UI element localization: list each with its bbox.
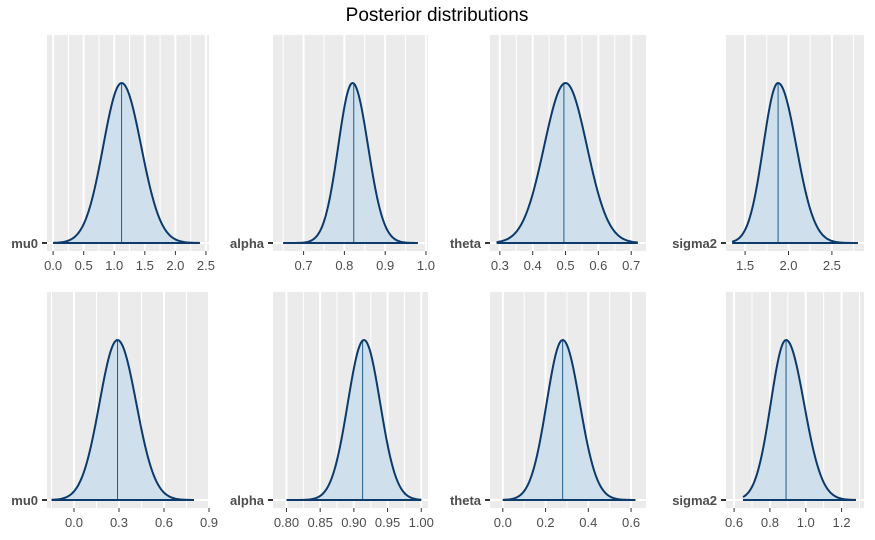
x-tick-label: 1.0 (417, 258, 435, 273)
x-tick-label: 0.4 (579, 515, 597, 530)
x-tick-label: 0.80 (274, 515, 299, 530)
y-axis-label-sigma2: sigma2 (672, 236, 717, 251)
panel-mu0-row1: mu0 0.0 0.5 1.0 1.5 2.0 2.5 (11, 35, 215, 273)
panel-alpha-row1: alpha 0.7 0.8 0.9 1.0 (230, 35, 435, 273)
x-tick-label: 0.6 (589, 258, 607, 273)
y-axis-label-theta: theta (450, 493, 482, 508)
x-tick-label: 0.85 (308, 515, 333, 530)
x-tick-label: 0.2 (537, 515, 555, 530)
density-area (743, 340, 856, 500)
x-tick-label: 2.5 (197, 258, 215, 273)
panel-sigma2-row1: sigma2 1.5 2.0 2.5 (672, 35, 864, 273)
y-axis-label-alpha: alpha (230, 493, 265, 508)
x-tick-label: 0.6 (155, 515, 173, 530)
x-tick-label: 0.95 (375, 515, 400, 530)
x-tick-label: 1.5 (136, 258, 154, 273)
panel-alpha-row2: alpha 0.80 0.85 0.90 0.95 1.00 (230, 292, 434, 530)
density-area (53, 83, 200, 243)
x-tick-label: 0.5 (556, 258, 574, 273)
density-curve (53, 81, 200, 244)
density-curve (496, 82, 638, 244)
density-area (283, 83, 418, 243)
x-tick-label: 1.5 (736, 258, 754, 273)
x-tick-label: 2.0 (166, 258, 184, 273)
x-tick-label: 0.3 (491, 258, 509, 273)
x-tick-label: 0.5 (75, 258, 93, 273)
x-tick-label: 2.5 (823, 258, 841, 273)
x-tick-label: 0.90 (341, 515, 366, 530)
x-tick-label: 1.0 (105, 258, 123, 273)
panel-mu0-row2: mu0 0.0 0.3 0.6 0.9 (11, 292, 218, 530)
density-curve (502, 338, 636, 501)
x-tick-label: 1.00 (409, 515, 434, 530)
x-tick-label: 0.8 (335, 258, 353, 273)
x-tick-label: 0.0 (494, 515, 512, 530)
panels: mu0 0.0 0.5 1.0 1.5 2.0 2.5 alpha 0.7 0.8 0.9 1.0 th… (11, 35, 864, 530)
y-axis-label-sigma2: sigma2 (672, 493, 717, 508)
density-area (496, 83, 638, 243)
y-axis-label-alpha: alpha (230, 236, 265, 251)
figure-title: Posterior distributions (346, 5, 529, 26)
y-axis-label-theta: theta (450, 236, 482, 251)
x-tick-label: 0.0 (44, 258, 62, 273)
x-tick-label: 0.9 (200, 515, 218, 530)
x-tick-label: 0.6 (622, 515, 640, 530)
x-tick-label: 0.6 (725, 515, 743, 530)
x-tick-label: 0.7 (622, 258, 640, 273)
x-tick-label: 0.3 (110, 515, 128, 530)
density-curve (742, 338, 856, 501)
x-tick-label: 0.0 (65, 515, 83, 530)
x-tick-label: 2.0 (779, 258, 797, 273)
density-area (51, 340, 194, 500)
panel-theta-row2: theta 0.0 0.2 0.4 0.6 (450, 292, 646, 530)
panel-theta-row1: theta 0.3 0.4 0.5 0.6 0.7 (450, 35, 646, 273)
x-tick-label: 0.9 (376, 258, 394, 273)
x-tick-label: 0.8 (761, 515, 779, 530)
y-axis-label-mu0: mu0 (11, 236, 38, 251)
y-axis-label-mu0: mu0 (11, 493, 38, 508)
x-tick-label: 1.0 (797, 515, 815, 530)
density-area (286, 340, 422, 500)
panel-sigma2-row2: sigma2 0.6 0.8 1.0 1.2 (672, 292, 864, 530)
x-tick-label: 0.4 (524, 258, 542, 273)
x-tick-label: 0.7 (295, 258, 313, 273)
x-tick-label: 1.2 (833, 515, 851, 530)
density-area (502, 340, 636, 500)
density-area (732, 83, 858, 243)
density-curve (51, 339, 195, 501)
